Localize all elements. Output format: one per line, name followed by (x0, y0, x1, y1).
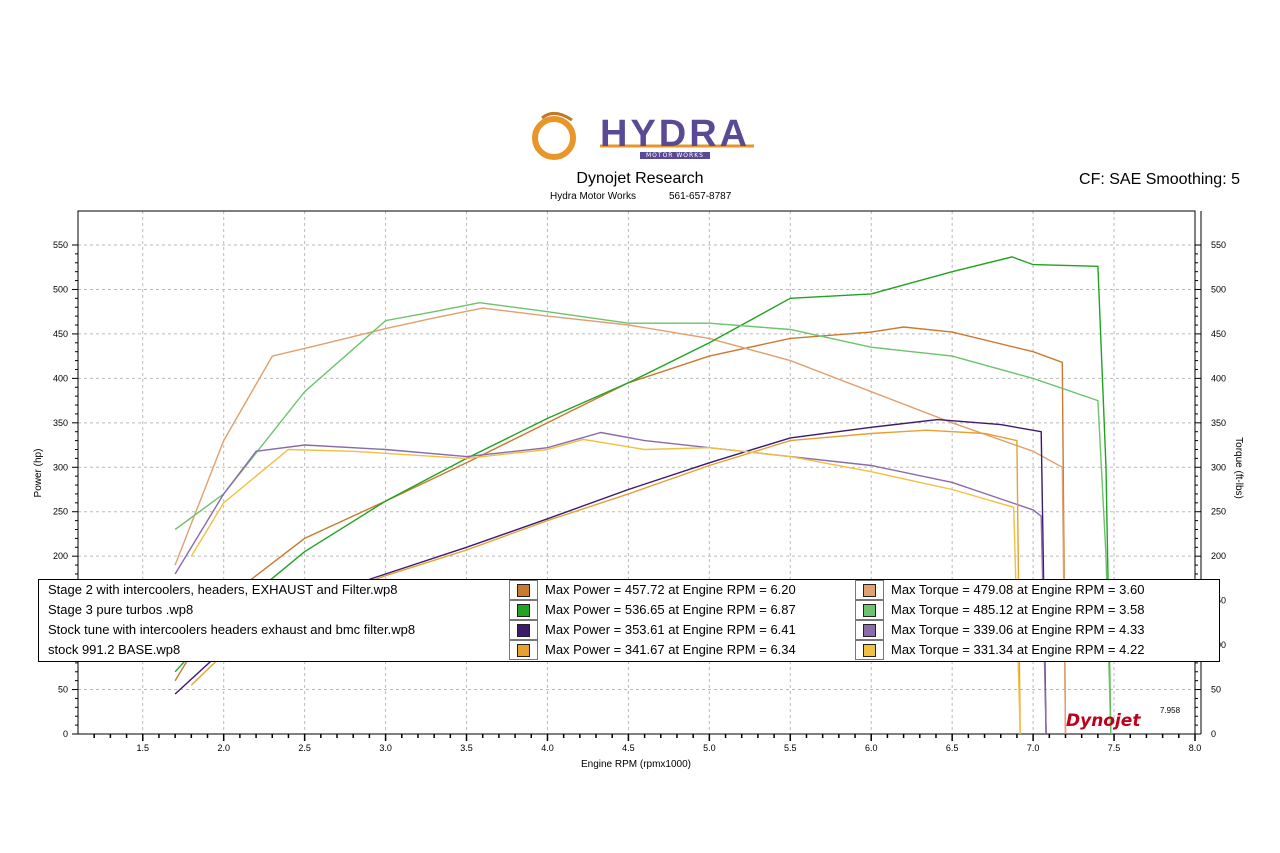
torque-swatch-box (855, 620, 884, 640)
y-tick-label-left: 350 (53, 418, 68, 428)
logo-subtext: MOTOR WORKS (640, 152, 710, 159)
legend-run-name: Stock tune with intercoolers headers exh… (48, 622, 416, 637)
x-tick-label: 6.5 (946, 743, 959, 753)
power-swatch (517, 604, 530, 617)
x-tick-label: 4.5 (622, 743, 635, 753)
x-tick-label: 8.0 (1189, 743, 1202, 753)
series-lines (174, 256, 1112, 735)
legend-max-torque: Max Torque = 339.06 at Engine RPM = 4.33 (891, 622, 1145, 637)
power-swatch-box (509, 620, 538, 640)
legend-max-power: Max Power = 536.65 at Engine RPM = 6.87 (545, 602, 796, 617)
series-line-stage2_power (174, 326, 1067, 735)
y-tick-label-right: 350 (1211, 418, 1226, 428)
legend-row: Stage 2 with intercoolers, headers, EXHA… (39, 580, 1219, 600)
x-tick-label: 1.5 (136, 743, 149, 753)
y-tick-label-left: 300 (53, 462, 68, 472)
y-tick-label-right: 450 (1211, 329, 1226, 339)
torque-swatch (863, 644, 876, 657)
legend-max-torque: Max Torque = 479.08 at Engine RPM = 3.60 (891, 582, 1145, 597)
legend-box: Stage 2 with intercoolers, headers, EXHA… (38, 579, 1220, 662)
y-axis-label: Power (hp) (33, 449, 44, 498)
power-swatch (517, 644, 530, 657)
x-tick-label: 5.0 (703, 743, 716, 753)
torque-swatch-box (855, 640, 884, 660)
legend-run-name: stock 991.2 BASE.wp8 (48, 642, 181, 657)
legend-max-power: Max Power = 353.61 at Engine RPM = 6.41 (545, 622, 796, 637)
x-tick-label: 3.0 (379, 743, 392, 753)
legend-row: stock 991.2 BASE.wp8 Max Power = 341.67 … (39, 640, 1219, 660)
hydra-logo-icon (532, 112, 754, 160)
chart-title: Dynojet Research (576, 170, 704, 187)
x-tick-label: 7.0 (1027, 743, 1040, 753)
torque-swatch (863, 584, 876, 597)
legend-max-torque: Max Torque = 485.12 at Engine RPM = 3.58 (891, 602, 1145, 617)
y-tick-label-right: 500 (1211, 284, 1226, 294)
series-line-stage2_torque (174, 307, 1067, 735)
shop-name: Hydra Motor Works (550, 191, 636, 202)
shop-phone: 561-657-8787 (669, 191, 732, 202)
series-line-stage3_torque (174, 301, 1112, 735)
y-tick-label-right: 400 (1211, 373, 1226, 383)
power-swatch-box (509, 580, 538, 600)
y-tick-label-right: 250 (1211, 507, 1226, 517)
y-tick-label-left: 400 (53, 373, 68, 383)
correction-factor: CF: SAE Smoothing: 5 (1079, 171, 1240, 188)
y-tick-label-left: 500 (53, 284, 68, 294)
legend-row: Stock tune with intercoolers headers exh… (39, 620, 1219, 640)
power-swatch (517, 584, 530, 597)
power-swatch (517, 624, 530, 637)
torque-swatch-box (855, 600, 884, 620)
dynojet-brand-logo: Dynojet (1066, 711, 1141, 731)
x-axis-label: Engine RPM (rpmx1000) (581, 759, 691, 770)
y-tick-label-left: 0 (63, 729, 68, 739)
y-tick-label-left: 550 (53, 240, 68, 250)
x-tick-label: 4.0 (541, 743, 554, 753)
plot-frame (77, 210, 1196, 735)
x-tick-label: 7.5 (1108, 743, 1121, 753)
x-tick-label: 2.0 (217, 743, 230, 753)
legend-max-power: Max Power = 341.67 at Engine RPM = 6.34 (545, 642, 796, 657)
y-tick-label-right: 50 (1211, 685, 1221, 695)
series-line-stocktune_torque (174, 431, 1047, 735)
y-tick-label-left: 50 (58, 685, 68, 695)
series-line-stage3_power (174, 256, 1112, 735)
series-line-stock_torque (190, 438, 1021, 735)
y-tick-label-right: 550 (1211, 240, 1226, 250)
y-tick-label-right: 200 (1211, 551, 1226, 561)
y-tick-label-right: 0 (1211, 729, 1216, 739)
power-swatch-box (509, 640, 538, 660)
x-tick-label: 3.5 (460, 743, 473, 753)
power-swatch-box (509, 600, 538, 620)
y-tick-label-left: 250 (53, 507, 68, 517)
y2-axis-label: Torque (ft-lbs) (1233, 437, 1244, 499)
torque-swatch (863, 624, 876, 637)
y-tick-label-left: 200 (53, 551, 68, 561)
torque-swatch-box (855, 580, 884, 600)
legend-max-torque: Max Torque = 331.34 at Engine RPM = 4.22 (891, 642, 1145, 657)
torque-swatch (863, 604, 876, 617)
legend-max-power: Max Power = 457.72 at Engine RPM = 6.20 (545, 582, 796, 597)
legend-run-name: Stage 2 with intercoolers, headers, EXHA… (48, 582, 398, 597)
logo-text: HYDRA (600, 113, 751, 155)
legend-run-name: Stage 3 pure turbos .wp8 (48, 602, 194, 617)
x-tick-label: 6.0 (865, 743, 878, 753)
end-rpm-readout: 7.958 (1160, 706, 1181, 715)
series-line-stocktune_power (174, 418, 1047, 735)
legend-row: Stage 3 pure turbos .wp8 Max Power = 536… (39, 600, 1219, 620)
axis-tick-labels: 1.5 2.0 2.5 3.0 3.5 4.0 4.5 5.0 5.5 6.0 6.5 7.0 7.5 8… (53, 240, 1226, 753)
y-tick-label-left: 450 (53, 329, 68, 339)
x-tick-label: 5.5 (784, 743, 797, 753)
x-tick-label: 2.5 (298, 743, 311, 753)
y-tick-label-right: 300 (1211, 462, 1226, 472)
